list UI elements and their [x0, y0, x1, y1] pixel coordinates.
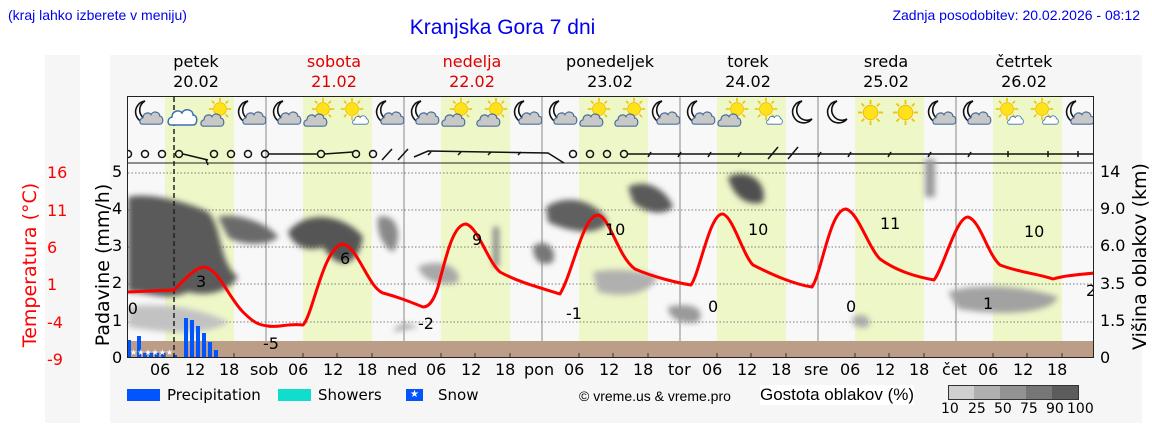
ground-band — [128, 341, 1093, 357]
x-tick: 12 — [599, 360, 620, 379]
cbar-tick: 100 — [1067, 401, 1094, 417]
temp-tick: -4 — [47, 313, 63, 332]
x-tick: 06 — [426, 360, 447, 379]
x-tick: 06 — [564, 360, 585, 379]
svg-text:9: 9 — [472, 230, 482, 249]
temp-tick: 1 — [47, 275, 58, 294]
svg-text:3: 3 — [196, 272, 206, 291]
cloud-height-tick: 6.0 — [1100, 236, 1126, 255]
x-tick: 06 — [702, 360, 723, 379]
svg-text:-1: -1 — [566, 304, 582, 323]
x-tick: 12 — [185, 360, 206, 379]
x-tick: 18 — [771, 360, 792, 379]
x-tick: 06 — [840, 360, 861, 379]
cloud-height-tick: 14 — [1100, 162, 1121, 181]
precip-tick: 5 — [112, 162, 123, 181]
cloud-density-label: Gostota oblakov (%) — [760, 385, 915, 405]
x-tick: tor — [668, 360, 691, 379]
svg-text:0: 0 — [708, 297, 718, 316]
x-tick: 12 — [1013, 360, 1034, 379]
x-tick: 06 — [978, 360, 999, 379]
svg-text:★★★★★★: ★★★★★★ — [130, 348, 173, 357]
x-tick: 12 — [737, 360, 758, 379]
cloud-height-tick: 0 — [1100, 348, 1111, 367]
precipitation-swatch — [127, 389, 160, 401]
precip-tick: 1 — [112, 311, 123, 330]
temp-tick: -9 — [47, 350, 63, 369]
x-tick: 18 — [495, 360, 516, 379]
x-tick: pon — [524, 360, 555, 379]
precip-tick: 0 — [112, 348, 123, 367]
forecast-svg: ★★★★★★ — [128, 97, 1094, 357]
cbar-tick: 90 — [1046, 401, 1064, 417]
x-tick: 12 — [875, 360, 896, 379]
svg-text:11: 11 — [880, 214, 900, 233]
snow-star-icon: ★ — [406, 389, 423, 401]
svg-text:6: 6 — [340, 249, 350, 268]
svg-text:-5: -5 — [263, 334, 279, 353]
temp-tick: 16 — [47, 163, 68, 182]
x-tick: 12 — [323, 360, 344, 379]
cloud-height-tick: 3.5 — [1100, 274, 1126, 293]
x-tick: 18 — [219, 360, 240, 379]
copyright-link[interactable]: © vreme.us & vreme.pro — [579, 388, 731, 404]
forecast-plot: ★★★★★★ — [127, 96, 1094, 358]
precip-tick: 3 — [112, 236, 123, 255]
day-header-sunday: nedelja 22.02 — [442, 52, 502, 91]
daylight-bands — [165, 97, 1062, 357]
x-tick: čet — [942, 360, 967, 379]
temperature-axis-label: Temperatura (°C) — [19, 182, 41, 348]
svg-text:2: 2 — [1086, 281, 1094, 300]
day-header-wednesday: sreda 25.02 — [863, 52, 909, 91]
legend-precipitation: Precipitation — [167, 386, 261, 404]
day-header-thursday: četrtek 26.02 — [995, 52, 1053, 91]
x-tick: 06 — [150, 360, 171, 379]
day-header-friday: petek 20.02 — [173, 52, 219, 91]
temp-tick: 11 — [47, 201, 68, 220]
precip-tick: 2 — [112, 273, 123, 292]
temperature-labels: -0 3 -5 6 -2 9 -1 10 0 10 0 11 1 10 2 — [128, 214, 1094, 353]
day-header-saturday: sobota 21.02 — [306, 52, 362, 91]
x-tick: 18 — [357, 360, 378, 379]
x-tick: ned — [387, 360, 418, 379]
cbar-tick: 10 — [941, 401, 959, 417]
cbar-tick: 25 — [968, 401, 986, 417]
cloud-height-tick: 9.0 — [1100, 199, 1126, 218]
x-tick: 18 — [909, 360, 930, 379]
temperature-line — [128, 207, 1093, 328]
cloud-height-tick: 1.5 — [1100, 311, 1126, 330]
cloud-height-axis-label: Višina oblakov (km) — [1129, 163, 1151, 350]
precipitation-axis-label: Padavine (mm/h) — [92, 183, 114, 347]
x-tick: 06 — [288, 360, 309, 379]
legend-snow: Snow — [438, 386, 479, 404]
svg-text:10: 10 — [1024, 222, 1044, 241]
svg-text:10: 10 — [748, 220, 768, 239]
day-header-monday: ponedeljek 23.02 — [566, 52, 654, 91]
cbar-tick: 50 — [994, 401, 1012, 417]
showers-swatch — [278, 389, 311, 401]
cbar-tick: 75 — [1020, 401, 1038, 417]
page-title: Kranjska Gora 7 dni — [409, 16, 596, 39]
svg-text:-2: -2 — [418, 314, 434, 333]
legend-showers: Showers — [318, 386, 382, 404]
x-tick: sob — [250, 360, 279, 379]
x-tick: 12 — [461, 360, 482, 379]
wind-barbs — [128, 146, 1093, 166]
x-tick: 18 — [1047, 360, 1068, 379]
precip-tick: 4 — [112, 199, 123, 218]
svg-text:10: 10 — [605, 220, 625, 239]
svg-text:1: 1 — [983, 294, 993, 313]
temperature-axis-panel — [45, 55, 80, 423]
location-hint: (kraj lahko izberete v meniju) — [8, 7, 187, 23]
svg-text:-0: -0 — [128, 299, 138, 318]
x-tick: 18 — [633, 360, 654, 379]
precipitation-bars — [128, 318, 218, 357]
x-tick: sre — [804, 360, 829, 379]
last-updated: Zadnja posodobitev: 20.02.2026 - 08:12 — [892, 7, 1140, 23]
svg-text:0: 0 — [846, 297, 856, 316]
temp-tick: 6 — [47, 238, 58, 257]
day-header-tuesday: torek 24.02 — [725, 52, 771, 91]
